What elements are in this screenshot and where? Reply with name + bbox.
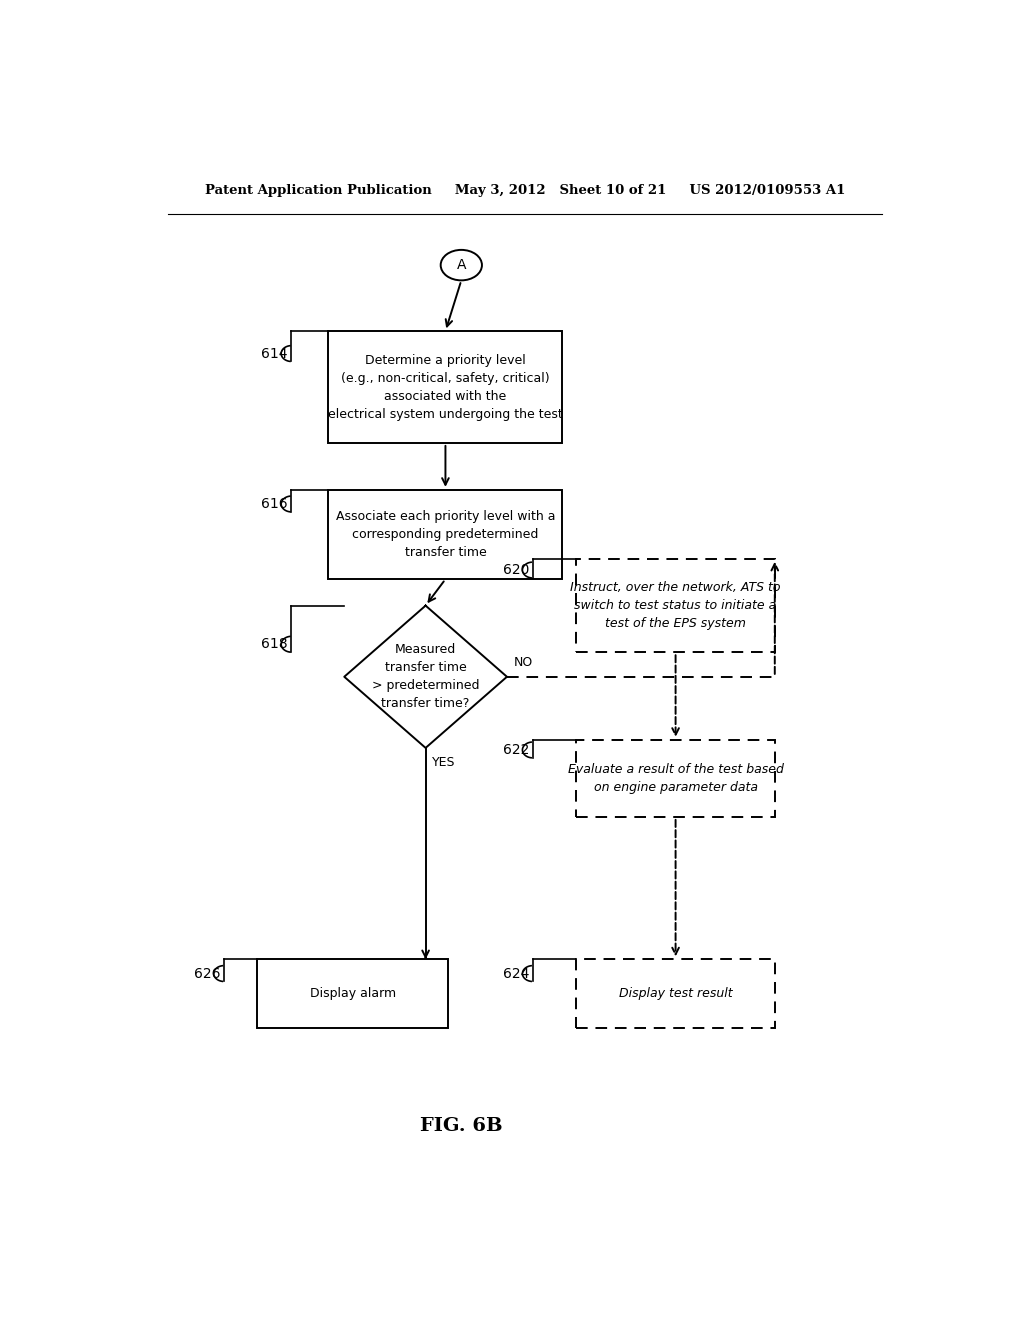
Bar xyxy=(329,490,562,579)
Text: Measured
transfer time
> predetermined
transfer time?: Measured transfer time > predetermined t… xyxy=(372,643,479,710)
Text: 626: 626 xyxy=(194,966,220,981)
Bar xyxy=(577,960,775,1028)
Bar xyxy=(577,739,775,817)
Text: Display alarm: Display alarm xyxy=(309,987,395,1001)
Text: Associate each priority level with a
corresponding predetermined
transfer time: Associate each priority level with a cor… xyxy=(336,510,555,558)
Text: 614: 614 xyxy=(261,347,288,360)
Text: FIG. 6B: FIG. 6B xyxy=(420,1117,503,1135)
Text: Display test result: Display test result xyxy=(618,987,732,1001)
Bar xyxy=(577,558,775,652)
Text: A: A xyxy=(457,259,466,272)
Text: NO: NO xyxy=(513,656,532,669)
Bar xyxy=(329,331,562,444)
Text: Determine a priority level
(e.g., non-critical, safety, critical)
associated wit: Determine a priority level (e.g., non-cr… xyxy=(328,354,563,421)
Text: 616: 616 xyxy=(261,496,288,511)
Bar xyxy=(257,960,447,1028)
Text: YES: YES xyxy=(432,756,456,770)
Text: 622: 622 xyxy=(503,743,529,756)
Text: 620: 620 xyxy=(503,564,529,577)
Text: Evaluate a result of the test based
on engine parameter data: Evaluate a result of the test based on e… xyxy=(567,763,783,793)
Text: Patent Application Publication     May 3, 2012   Sheet 10 of 21     US 2012/0109: Patent Application Publication May 3, 20… xyxy=(205,185,845,198)
Ellipse shape xyxy=(440,249,482,280)
Text: 624: 624 xyxy=(503,966,529,981)
Text: 618: 618 xyxy=(261,638,288,651)
Text: Instruct, over the network, ATS to
switch to test status to initiate a
test of t: Instruct, over the network, ATS to switc… xyxy=(570,581,781,630)
